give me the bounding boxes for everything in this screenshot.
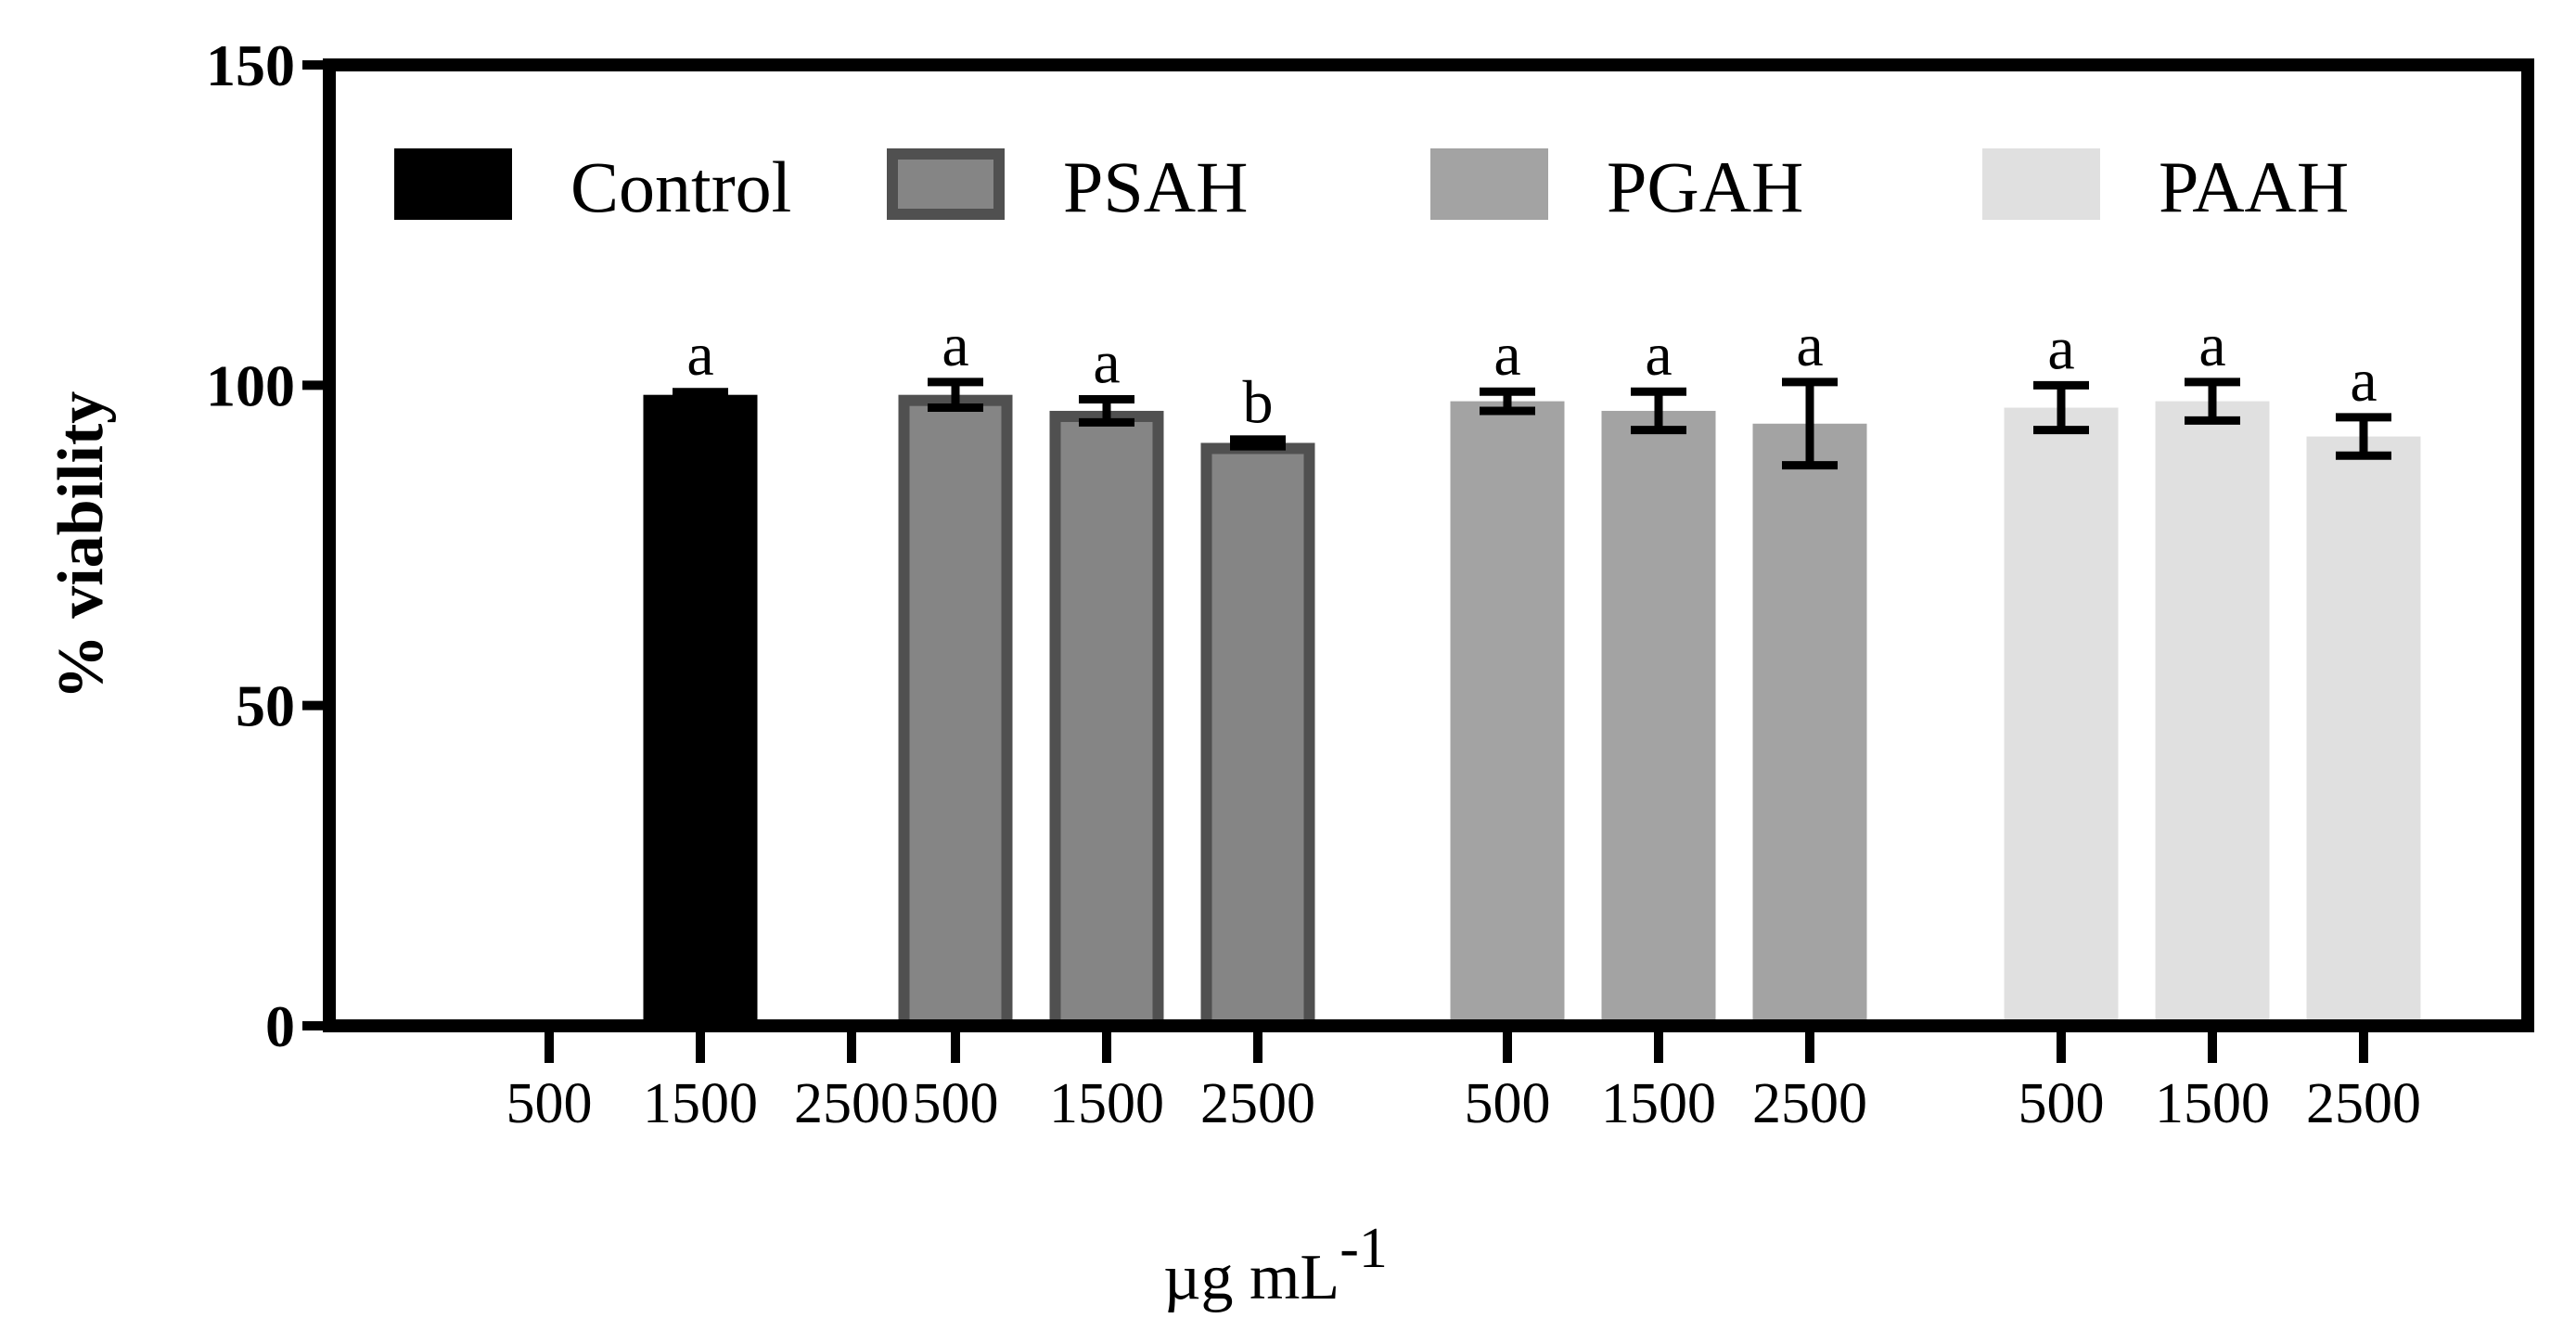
bar-psah-1500 [1049,410,1164,1031]
significance-label: a [2198,312,2225,379]
y-tick-label: 50 [236,673,295,739]
legend: Control PSAH PGAH PAAH [394,147,2349,227]
x-tick-label: 500 [1465,1072,1551,1135]
y-tick-label: 150 [206,32,295,98]
x-axis-label: µg mL-1 [1163,1217,1388,1313]
legend-swatch-control [394,148,512,220]
plot-frame [323,58,2534,1032]
significance-label: a [2350,347,2377,415]
y-axis-label: % viability [45,391,117,700]
legend-swatch-psah [887,148,1005,220]
x-tick-label: 1500 [1049,1072,1164,1135]
x-tick-label: 1500 [2155,1072,2270,1135]
bar-pgah-500 [1450,401,1565,1027]
bar-paah-1500 [2155,401,2270,1027]
legend-label-paah: PAAH [2159,147,2349,227]
bar-psah-500 [898,394,1013,1031]
significance-label: a [1645,321,1672,389]
x-tick-label: 2500 [1752,1072,1867,1135]
bar-pgah-1500 [1601,410,1716,1027]
error-bar [1230,435,1286,451]
legend-label-pgah: PGAH [1607,147,1803,227]
significance-label: a [1493,321,1520,389]
x-tick-label: 500 [506,1072,593,1135]
axis-layer: 0 50 100 150 [206,32,2368,1063]
legend-label-control: Control [570,147,791,227]
x-axis-label-main: µg mL [1163,1242,1339,1313]
x-tick-label: 500 [913,1072,999,1135]
bar-control-1500 [643,394,758,1026]
x-tick-label: 1500 [1601,1072,1716,1135]
legend-swatch-pgah [1430,148,1548,220]
x-axis-label-superscript: -1 [1339,1217,1388,1280]
bars-layer: a a aba a a a aa [643,312,2421,1031]
x-tick-label: 2500 [1200,1072,1315,1135]
significance-label: a [686,321,713,389]
x-tick-label: 500 [2019,1072,2105,1135]
bar-paah-2500 [2306,436,2421,1026]
y-tick-label: 100 [206,352,295,418]
significance-label: a [1796,312,1823,379]
legend-label-psah: PSAH [1063,147,1248,227]
significance-label: a [2047,314,2074,382]
y-tick-label: 0 [265,993,295,1059]
bar-paah-500 [2004,407,2119,1026]
x-tick-label: 1500 [643,1072,758,1135]
legend-swatch-paah [1982,148,2100,220]
significance-label: b [1243,368,1274,436]
x-tick-label: 2500 [2306,1072,2421,1135]
error-bar [673,388,728,403]
bar-psah-2500 [1200,442,1315,1031]
significance-label: a [942,312,968,379]
bar-pgah-2500 [1752,423,1867,1027]
x-tick-label: 2500 [794,1072,909,1135]
x-tick-labels: 500 1500 2500 500 1500 2500 500 1500 2500 500 1500… [506,1072,2422,1135]
significance-label: a [1093,329,1120,397]
